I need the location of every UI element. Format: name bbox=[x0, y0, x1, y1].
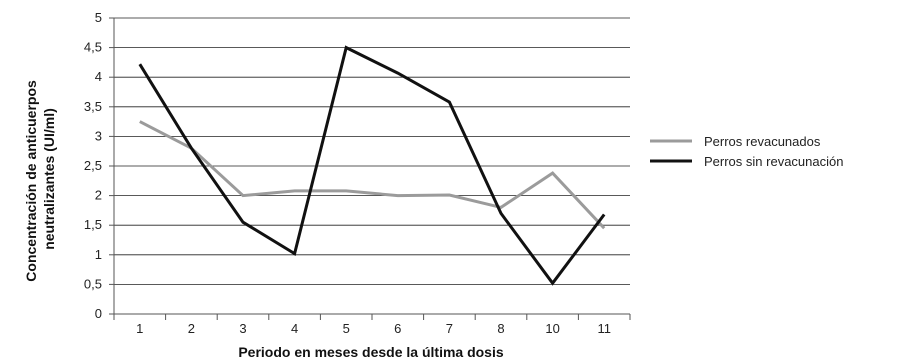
y-axis-ticks: 0 0,5 1 1,5 2 2,5 3 3,5 4 4,5 5 bbox=[84, 10, 114, 321]
series-lines bbox=[138, 45, 606, 286]
x-tick-label: 8 bbox=[497, 321, 504, 336]
x-tick-label: 1 bbox=[136, 321, 143, 336]
legend: Perros revacunados Perros sin revacunació… bbox=[650, 134, 843, 169]
y-tick-label: 5 bbox=[95, 10, 102, 25]
x-tick-label: 7 bbox=[446, 321, 453, 336]
y-axis-title-line-1: Concentración de anticuerpos bbox=[23, 80, 39, 282]
x-tick-label: 10 bbox=[545, 321, 559, 336]
y-tick-label: 1,5 bbox=[84, 217, 102, 232]
series-line-1 bbox=[139, 120, 606, 230]
gridlines bbox=[114, 17, 630, 285]
x-tick-label: 5 bbox=[343, 321, 350, 336]
x-tick-label: 11 bbox=[597, 321, 611, 336]
y-tick-label: 1 bbox=[95, 247, 102, 262]
x-tick-label: 4 bbox=[291, 321, 298, 336]
y-tick-label: 3 bbox=[95, 128, 102, 143]
y-tick-label: 4,5 bbox=[84, 40, 102, 55]
x-axis-ticks: 1 2 3 4 5 6 7 8 10 11 bbox=[113, 314, 631, 336]
x-tick-label: 2 bbox=[188, 321, 195, 336]
y-tick-label: 2 bbox=[95, 188, 102, 203]
series-line-2 bbox=[138, 45, 606, 286]
y-tick-label: 3,5 bbox=[84, 99, 102, 114]
y-tick-label: 0 bbox=[95, 306, 102, 321]
legend-label: Perros sin revacunación bbox=[704, 154, 843, 169]
y-tick-label: 0,5 bbox=[84, 276, 102, 291]
y-tick-label: 4 bbox=[95, 69, 102, 84]
y-axis-title: Concentración de anticuerpos neutralizan… bbox=[23, 76, 57, 281]
x-tick-label: 3 bbox=[239, 321, 246, 336]
legend-label: Perros revacunados bbox=[704, 134, 821, 149]
x-axis-title: Periodo en meses desde la última dosis bbox=[238, 344, 504, 360]
x-tick-label: 6 bbox=[394, 321, 401, 336]
y-tick-label: 2,5 bbox=[84, 158, 102, 173]
y-axis-title-line-2: neutralizantes (UI/ml) bbox=[41, 108, 57, 250]
